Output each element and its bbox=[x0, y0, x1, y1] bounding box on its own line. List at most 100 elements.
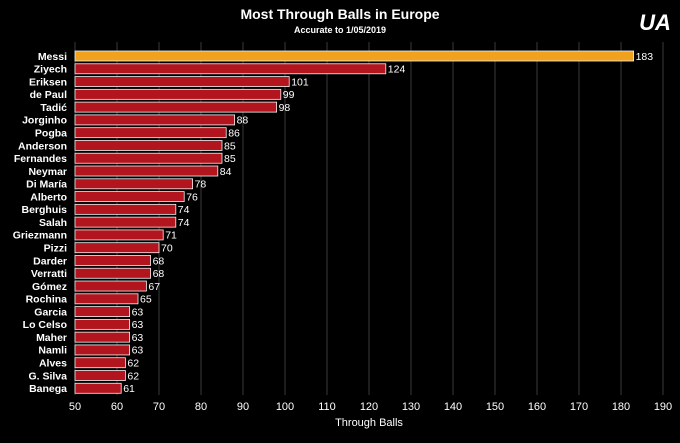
x-tick-label: 110 bbox=[318, 401, 336, 413]
bar bbox=[74, 127, 227, 139]
category-label: Fernandes bbox=[14, 153, 67, 165]
bar bbox=[74, 318, 130, 330]
value-label: 101 bbox=[291, 76, 309, 88]
x-tick-label: 60 bbox=[111, 401, 123, 413]
category-label: Messi bbox=[38, 51, 67, 63]
bar bbox=[74, 50, 634, 62]
category-label: Berghuis bbox=[21, 204, 67, 216]
bar bbox=[74, 293, 139, 305]
x-tick-label: 160 bbox=[528, 401, 546, 413]
chart-subtitle: Accurate to 1/05/2019 bbox=[294, 25, 386, 35]
bar bbox=[74, 101, 278, 113]
value-label: 74 bbox=[178, 217, 190, 229]
x-tick-label: 120 bbox=[360, 401, 378, 413]
bar bbox=[74, 357, 126, 369]
x-tick-label: 70 bbox=[153, 401, 165, 413]
value-label: 68 bbox=[153, 255, 165, 267]
category-label: Rochina bbox=[26, 294, 68, 306]
x-tick-label: 80 bbox=[195, 401, 207, 413]
x-tick-label: 140 bbox=[444, 401, 462, 413]
category-label: Banega bbox=[29, 383, 67, 395]
x-tick-label: 180 bbox=[612, 401, 630, 413]
category-label: de Paul bbox=[30, 89, 67, 101]
bar bbox=[74, 344, 130, 356]
category-label: Darder bbox=[33, 255, 67, 267]
bar bbox=[74, 114, 236, 126]
category-label: Ziyech bbox=[34, 64, 67, 76]
value-label: 63 bbox=[132, 345, 144, 357]
value-label: 76 bbox=[186, 191, 198, 203]
x-tick-label: 50 bbox=[69, 401, 81, 413]
x-tick-label: 90 bbox=[237, 401, 249, 413]
value-label: 74 bbox=[178, 204, 190, 216]
bar bbox=[74, 152, 223, 164]
gridlines bbox=[74, 42, 664, 395]
bar bbox=[74, 331, 130, 343]
value-label: 88 bbox=[237, 115, 249, 127]
x-tick-label: 130 bbox=[402, 401, 420, 413]
bar bbox=[74, 370, 126, 381]
bar bbox=[74, 165, 219, 177]
bar bbox=[74, 382, 122, 394]
value-label: 63 bbox=[132, 332, 144, 344]
bars bbox=[74, 50, 634, 394]
value-label: 124 bbox=[388, 64, 406, 76]
category-label: Namli bbox=[38, 345, 67, 357]
value-label: 63 bbox=[132, 319, 144, 331]
value-label: 78 bbox=[195, 179, 207, 191]
bar bbox=[74, 306, 130, 318]
ua-logo: UA bbox=[639, 10, 671, 35]
x-tick-labels: 50 60 70 80 90 100 110 120 130 140 150 160 170 180 190 bbox=[69, 401, 672, 413]
category-label: Anderson bbox=[18, 140, 67, 152]
x-tick-label: 170 bbox=[570, 401, 588, 413]
value-label: 67 bbox=[148, 281, 160, 293]
value-label: 70 bbox=[161, 243, 173, 255]
bar bbox=[74, 191, 185, 202]
value-label: 85 bbox=[224, 140, 236, 152]
bar bbox=[74, 267, 151, 279]
x-tick-label: 150 bbox=[486, 401, 504, 413]
category-label: Tadić bbox=[40, 102, 67, 114]
bar bbox=[74, 229, 164, 241]
bar bbox=[74, 63, 387, 75]
value-label: 86 bbox=[228, 127, 240, 139]
bar bbox=[74, 140, 223, 151]
category-label: Garcia bbox=[34, 306, 67, 318]
value-label: 98 bbox=[279, 102, 291, 114]
category-label: Maher bbox=[36, 332, 67, 344]
x-axis-title: Through Balls bbox=[335, 417, 403, 429]
category-label: Salah bbox=[39, 217, 67, 229]
category-label: Gómez bbox=[32, 281, 67, 293]
category-label: Alberto bbox=[30, 191, 67, 203]
chart-title: Most Through Balls in Europe bbox=[240, 6, 439, 22]
category-label: Jorginho bbox=[22, 115, 67, 127]
value-label: 99 bbox=[283, 89, 295, 101]
category-label: Pogba bbox=[35, 127, 67, 139]
category-label: Pizzi bbox=[44, 243, 67, 255]
category-label: Griezmann bbox=[13, 230, 67, 242]
bar bbox=[74, 255, 151, 266]
value-label: 62 bbox=[127, 370, 139, 382]
value-label: 65 bbox=[140, 294, 152, 306]
value-label: 62 bbox=[127, 358, 139, 370]
value-label: 84 bbox=[220, 166, 232, 178]
x-tick-label: 190 bbox=[654, 401, 672, 413]
value-label: 68 bbox=[153, 268, 165, 280]
value-label: 61 bbox=[123, 383, 135, 395]
bar bbox=[74, 88, 282, 100]
value-label: 183 bbox=[636, 51, 654, 63]
bar bbox=[74, 178, 193, 190]
bar bbox=[74, 242, 160, 254]
bar bbox=[74, 280, 147, 292]
bar bbox=[74, 76, 290, 87]
value-labels: 1831241019998888685858478767474717068686… bbox=[123, 51, 653, 395]
value-label: 71 bbox=[165, 230, 177, 242]
value-label: 85 bbox=[224, 153, 236, 165]
category-label: Alves bbox=[39, 358, 67, 370]
bar bbox=[74, 203, 177, 215]
category-label: G. Silva bbox=[28, 370, 67, 382]
category-label: Verratti bbox=[31, 268, 67, 280]
